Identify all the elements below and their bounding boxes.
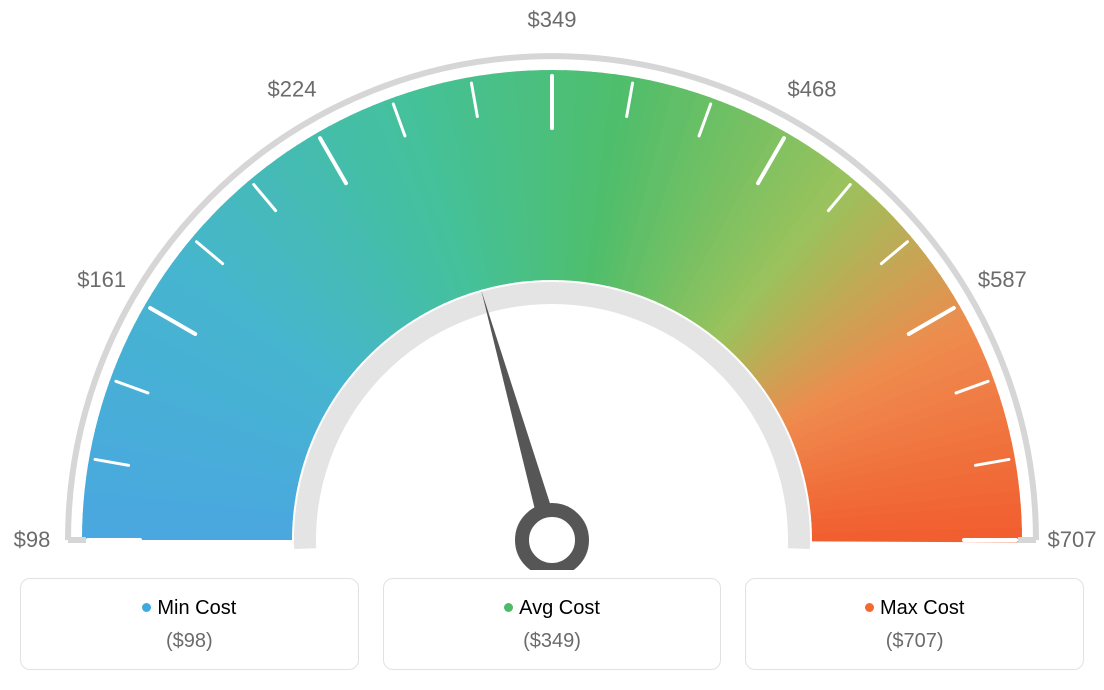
legend-value-min: ($98) [31,630,348,653]
gauge-tick-label: $707 [1048,527,1097,552]
legend-title-max: Max Cost [756,597,1073,620]
gauge-svg: $98 $161 $224 $349 $468 $587 $707 [0,0,1104,570]
legend-title-text: Avg Cost [519,597,600,619]
gauge-needle-hub [522,510,582,570]
legend-title-min: Min Cost [31,597,348,620]
gauge-tick-label: $349 [528,7,577,32]
legend-title-text: Min Cost [157,597,236,619]
gauge-tick-label: $468 [788,77,837,102]
dot-icon [865,603,874,612]
legend-value-max: ($707) [756,630,1073,653]
legend-value-avg: ($349) [394,630,711,653]
dot-icon [504,603,513,612]
legend-row: Min Cost ($98) Avg Cost ($349) Max Cost … [0,578,1104,670]
legend-title-avg: Avg Cost [394,597,711,620]
cost-gauge-chart: $98 $161 $224 $349 $468 $587 $707 [0,0,1104,560]
legend-card-max: Max Cost ($707) [745,578,1084,670]
gauge-tick-label: $224 [268,77,317,102]
legend-card-min: Min Cost ($98) [20,578,359,670]
gauge-tick-label: $98 [14,527,51,552]
dot-icon [142,603,151,612]
gauge-tick-label: $161 [77,267,126,292]
legend-card-avg: Avg Cost ($349) [383,578,722,670]
legend-title-text: Max Cost [880,597,964,619]
gauge-color-arc [82,70,1022,542]
gauge-tick-label: $587 [978,267,1027,292]
